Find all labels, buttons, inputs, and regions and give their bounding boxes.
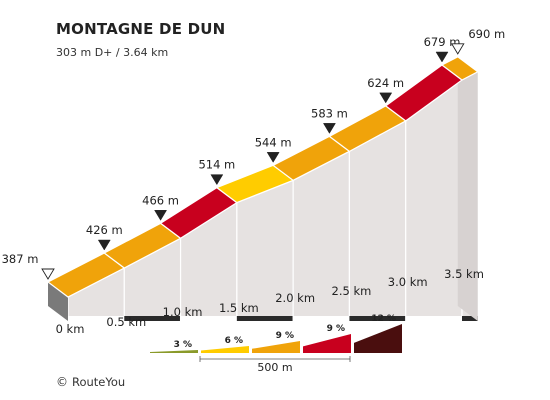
copyright-symbol: © <box>56 375 68 389</box>
baseline-strip <box>293 316 350 321</box>
elevation-label: 466 m <box>142 193 179 207</box>
x-tick-label: 0.5 km <box>106 315 146 329</box>
elevation-marker <box>435 51 449 63</box>
baseline-strip <box>349 316 406 321</box>
x-tick-label: 1.0 km <box>163 305 203 319</box>
elevation-label: 624 m <box>367 76 404 90</box>
scale-label: 500 m <box>257 361 292 374</box>
elevation-markers: 387 m 426 m 466 m 514 m 544 m 583 m 624 m 679 m… <box>2 27 505 280</box>
elevation-label: 544 m <box>255 135 292 149</box>
elevation-marker <box>210 174 224 186</box>
copyright-notice: © RouteYou <box>56 375 125 389</box>
legend-label: 9 % <box>276 331 294 341</box>
profile-segment-7 <box>440 56 479 81</box>
legend-swatch <box>252 341 300 353</box>
gradient-legend: 3 % 6 % 9 % 9 % 12 % 500 m <box>150 314 402 374</box>
baseline-strip <box>236 316 294 321</box>
x-tick-label: 2.0 km <box>275 291 315 305</box>
legend-label: 9 % <box>327 324 345 334</box>
x-tick-label: 2.5 km <box>332 284 372 298</box>
legend-swatch <box>201 346 249 353</box>
profile-side-faces <box>48 56 479 322</box>
elevation-marker <box>97 239 111 251</box>
brand-name: RouteYou <box>72 375 126 389</box>
elevation-marker <box>154 210 168 221</box>
elevation-label: 679 m <box>424 35 461 49</box>
x-tick-label: 1.5 km <box>219 301 259 315</box>
elevation-marker <box>266 152 280 163</box>
baseline-strip <box>68 316 125 321</box>
elevation-label: 514 m <box>198 158 235 172</box>
chart-subtitle: 303 m D+ / 3.64 km <box>56 46 169 59</box>
legend-swatch <box>354 324 402 353</box>
elevation-marker <box>322 123 336 134</box>
elevation-marker-hollow <box>450 43 465 55</box>
baseline-strip <box>180 316 237 321</box>
profile-top-faces <box>46 56 479 298</box>
elevation-label: 583 m <box>311 106 348 120</box>
baseline-strip <box>462 316 478 321</box>
legend-label: 12 % <box>371 314 396 324</box>
x-axis-labels: 0 km 0.5 km 1.0 km 1.5 km 2.0 km 2.5 km 3.0 km… <box>56 267 484 336</box>
baseline-strip <box>405 316 462 321</box>
elevation-marker-hollow <box>41 268 55 280</box>
elevation-marker <box>379 92 393 104</box>
elevation-label: 387 m <box>2 252 39 266</box>
profile-end-face <box>457 56 478 321</box>
elevation-label: 690 m <box>468 27 505 41</box>
x-tick-label: 3.5 km <box>444 267 484 281</box>
x-tick-label: 3.0 km <box>388 275 428 289</box>
elevation-label: 426 m <box>86 223 123 237</box>
legend-swatch <box>303 334 351 353</box>
chart-title: MONTAGNE DE DUN <box>56 20 226 38</box>
baseline-strip <box>124 316 181 321</box>
legend-label: 6 % <box>225 336 243 346</box>
profile-start-face <box>48 282 68 321</box>
legend-swatch <box>150 350 198 353</box>
x-tick-label: 0 km <box>56 322 85 336</box>
legend-label: 3 % <box>174 340 192 350</box>
